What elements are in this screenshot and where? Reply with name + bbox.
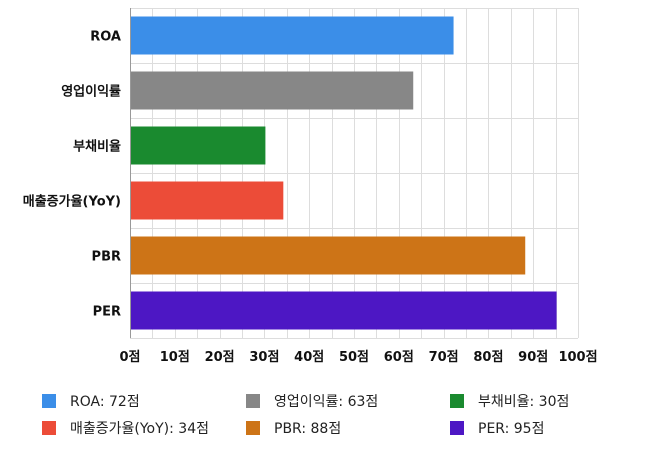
x-tick-label: 10점 xyxy=(160,350,190,365)
bar-3 xyxy=(131,181,284,220)
grid xyxy=(130,8,579,339)
category-label: ROA xyxy=(90,30,121,45)
x-tick-label: 40점 xyxy=(294,350,324,365)
category-label: PBR xyxy=(92,250,121,265)
legend-item: 영업이익률: 63점 xyxy=(246,392,378,410)
legend-label: PER: 95점 xyxy=(478,421,545,437)
legend-swatch xyxy=(246,421,260,435)
bar-0 xyxy=(131,16,454,55)
legend-item: 부채비율: 30점 xyxy=(450,392,569,410)
category-label: 부채비율 xyxy=(73,139,121,155)
legend-swatch xyxy=(42,421,56,435)
legend-item: ROA: 72점 xyxy=(42,392,140,410)
category-label: 영업이익률 xyxy=(61,84,121,100)
legend-swatch xyxy=(450,421,464,435)
legend-swatch xyxy=(246,394,260,408)
bars xyxy=(131,16,557,330)
x-tick-label: 100점 xyxy=(558,350,597,365)
x-tick-label: 30점 xyxy=(249,350,279,365)
legend-swatch xyxy=(42,394,56,408)
x-tick-label: 90점 xyxy=(518,350,548,365)
legend-item: 매출증가율(YoY): 34점 xyxy=(42,419,209,437)
x-tick-label: 20점 xyxy=(205,350,235,365)
x-tick-label: 60점 xyxy=(384,350,414,365)
legend-label: PBR: 88점 xyxy=(274,421,342,437)
x-tick-label: 80점 xyxy=(473,350,503,365)
bar-1 xyxy=(131,71,414,110)
x-tick-label: 70점 xyxy=(429,350,459,365)
legend-label: 매출증가율(YoY): 34점 xyxy=(70,421,209,437)
legend-label: 영업이익률: 63점 xyxy=(274,394,379,410)
x-tick-label: 50점 xyxy=(339,350,369,365)
category-label: PER xyxy=(93,305,121,320)
x-tick-labels: 0점 10점 20점 30점 40점 50점 60점 70점 80점 90점 100점 xyxy=(119,350,597,365)
legend-label: ROA: 72점 xyxy=(70,394,140,410)
legend-label: 부채비율: 30점 xyxy=(478,394,570,410)
legend-item: PBR: 88점 xyxy=(246,419,341,437)
legend-swatch xyxy=(450,394,464,408)
x-tick-label: 0점 xyxy=(119,350,140,365)
bar-2 xyxy=(131,126,266,165)
category-label: 매출증가율(YoY) xyxy=(23,194,121,210)
bar-4 xyxy=(131,236,526,275)
bar-5 xyxy=(131,291,557,330)
legend-item: PER: 95점 xyxy=(450,419,544,437)
